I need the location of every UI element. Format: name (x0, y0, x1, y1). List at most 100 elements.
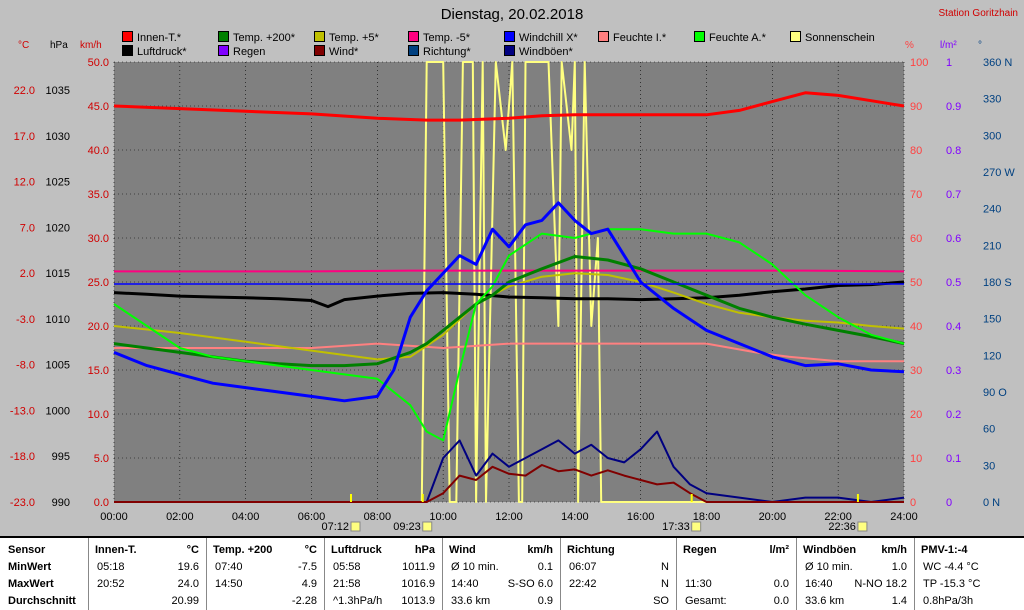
stats-cell-value: 20.99 (171, 595, 199, 607)
press-tick: 1020 (46, 222, 70, 234)
series-line (114, 464, 904, 503)
pct-tick: 0 (910, 497, 916, 509)
legend-label: Feuchte A.* (709, 32, 766, 44)
stats-header: Windböen (803, 544, 857, 556)
wind-tick: 45.0 (88, 101, 109, 113)
rain-tick: 0.7 (946, 189, 961, 201)
dir-tick: 360 N (983, 57, 1012, 69)
stats-cell-label: 06:07 (569, 561, 597, 573)
x-tick: 18:00 (693, 511, 721, 523)
stats-cell-value: 1011.9 (402, 561, 435, 573)
press-tick: 1000 (46, 405, 70, 417)
stats-header: Richtung (567, 544, 615, 556)
stats-cell-label: 33.6 km (805, 595, 845, 607)
stats-column: Temp. +200 °C 07:40 -7.5 14:50 4.9 -2.28 (206, 538, 325, 610)
legend-item: Regen (218, 45, 265, 58)
x-tick: 12:00 (495, 511, 523, 523)
stats-cell-label: Ø 10 min. (451, 561, 499, 573)
dir-tick: 30 (983, 460, 995, 472)
stats-cell-value: SO (653, 595, 669, 607)
x-tick: 16:00 (627, 511, 655, 523)
pct-tick: 20 (910, 409, 922, 421)
press-unit: hPa (50, 40, 68, 51)
x-tick: 08:00 (364, 511, 392, 523)
stats-cell-label: 20:52 (97, 578, 125, 590)
dir-tick: 0 N (983, 497, 1000, 509)
series-line (113, 228, 905, 442)
dir-tick: 90 O (983, 387, 1007, 399)
series-line (114, 269, 905, 273)
legend-item: Windchill X* (504, 31, 578, 44)
stats-header: Wind (449, 544, 476, 556)
stats-cell-label: 14:50 (215, 578, 243, 590)
row-label-avg: Durchschnitt (8, 595, 76, 607)
stats-header: PMV-1:-4 (921, 544, 968, 556)
legend-swatch (314, 45, 325, 56)
dir-tick: 210 (983, 240, 1001, 252)
stats-column: Wind km/h Ø 10 min. 0.1 14:40 S-SO 6.0 33.6 km… (442, 538, 561, 610)
rain-tick: 0.5 (946, 277, 961, 289)
stats-cell-value: 0.9 (537, 595, 553, 607)
marker-label: 09:23 (393, 521, 421, 533)
stats-cell-value: 1016.9 (401, 578, 435, 590)
series-line (114, 342, 904, 363)
legend-item: Wind* (314, 45, 358, 58)
pct-tick: 30 (910, 365, 922, 377)
stats-header: Temp. +200 (213, 544, 273, 556)
temp-tick: 12.0 (14, 177, 35, 189)
stats-column: Richtung 06:07 N 22:42 N SO (560, 538, 677, 610)
wind-tick: 25.0 (88, 277, 109, 289)
stats-cell-label: 05:58 (333, 561, 361, 573)
stats-cell-value: N (661, 578, 669, 590)
press-tick: 1010 (46, 314, 70, 326)
stats-cell-value: 0.0 (773, 595, 789, 607)
stats-cell-label: 07:40 (215, 561, 243, 573)
rain-unit: l/m² (940, 40, 957, 51)
pct-tick: 10 (910, 453, 922, 465)
stats-cell-value: 1.0 (891, 561, 907, 573)
legend-swatch (408, 45, 419, 56)
legend-label: Windböen* (519, 46, 573, 58)
stats-unit: hPa (414, 544, 435, 556)
legend-swatch (218, 31, 229, 42)
press-tick: 1015 (46, 268, 70, 280)
stats-cell-label: ^1.3hPa/h (333, 595, 383, 607)
rain-tick: 0.6 (946, 233, 961, 245)
stats-unit: °C (304, 544, 317, 556)
temp-tick: -18.0 (10, 451, 35, 463)
x-tick: 14:00 (561, 511, 589, 523)
stats-unit: l/m² (769, 544, 789, 556)
pct-tick: 70 (910, 189, 922, 201)
stats-cell-label: TP -15.3 °C (923, 578, 981, 590)
dir-tick: 300 (983, 130, 1001, 142)
x-tick: 24:00 (890, 511, 918, 523)
row-label-sensor: Sensor (8, 544, 46, 556)
row-label-min: MinWert (8, 561, 52, 573)
series-line (114, 61, 904, 503)
marker-label: 22:36 (828, 521, 856, 533)
legend-item: Innen-T.* (122, 31, 181, 44)
wind-tick: 35.0 (88, 189, 109, 201)
pct-tick: 100 (910, 57, 928, 69)
legend-swatch (504, 31, 515, 42)
press-tick: 990 (52, 497, 70, 509)
rain-tick: 0.1 (946, 453, 961, 465)
wind-tick: 10.0 (88, 409, 109, 421)
dir-tick: 180 S (983, 277, 1012, 289)
stats-cell-label: 33.6 km (451, 595, 491, 607)
sun-icon (350, 521, 361, 532)
wind-tick: 40.0 (88, 145, 109, 157)
legend-label: Temp. +200* (233, 32, 296, 44)
rain-tick: 0.8 (946, 145, 961, 157)
pct-unit: % (905, 40, 914, 51)
dir-unit: ° (978, 40, 982, 51)
stats-cell-value: 4.9 (301, 578, 317, 590)
stats-cell-value: 0.0 (773, 578, 789, 590)
stats-unit: km/h (527, 544, 553, 556)
temp-unit: °C (18, 40, 30, 51)
legend-swatch (122, 45, 133, 56)
x-tick: 00:00 (100, 511, 128, 523)
legend-item: Windböen* (504, 45, 573, 58)
legend-swatch (122, 31, 133, 42)
stats-cell-label: 21:58 (333, 578, 361, 590)
